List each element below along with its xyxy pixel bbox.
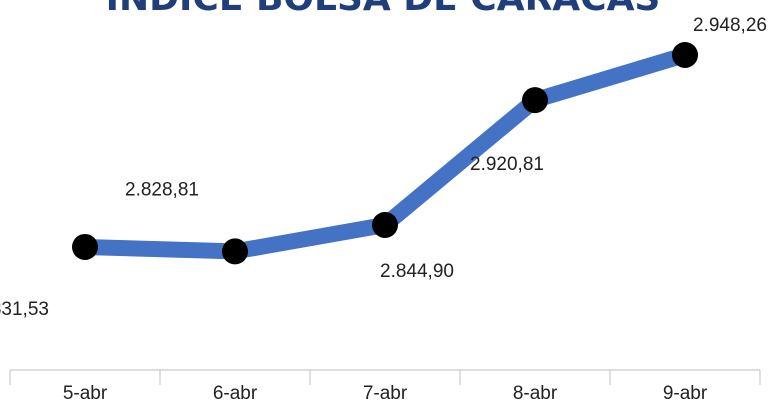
marker	[522, 87, 548, 114]
data-label: 2.831,53	[0, 299, 49, 320]
data-label: 2.828,81	[125, 179, 199, 200]
marker	[72, 233, 98, 260]
marker	[222, 238, 248, 265]
data-label: 2.920,81	[470, 154, 544, 175]
x-tick-label: 8-abr	[513, 383, 558, 403]
x-tick-label: 5-abr	[63, 383, 108, 403]
data-label: 2.844,90	[380, 261, 454, 282]
data-label: 2.948,26	[693, 15, 767, 36]
chart-title: INDICE BOLSA DE CARACAS	[106, 0, 661, 19]
x-tick-label: 9-abr	[663, 383, 708, 403]
x-tick-label: 7-abr	[363, 383, 408, 403]
marker	[372, 211, 398, 238]
x-tick-label: 6-abr	[213, 383, 258, 403]
marker	[672, 41, 698, 68]
